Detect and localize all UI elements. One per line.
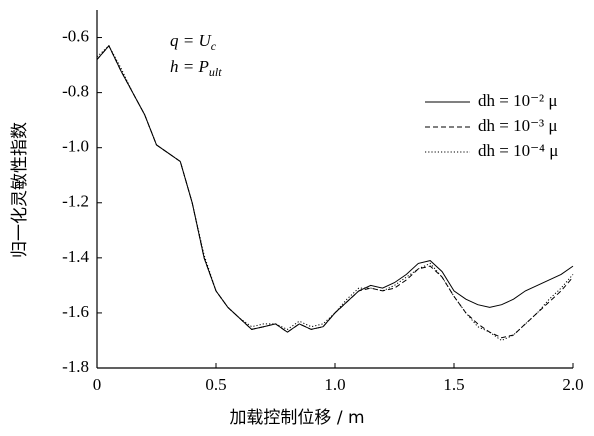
annotation-subscript: ult — [209, 65, 222, 79]
line-series — [96, 44, 574, 339]
legend-label: dh = 10⁻⁴ μ — [478, 141, 558, 160]
x-tick-label: 0.5 — [205, 375, 226, 394]
y-tick-label: -1.0 — [62, 137, 89, 156]
y-tick-label: -0.6 — [62, 26, 89, 45]
y-tick-label: -1.4 — [62, 247, 89, 266]
y-tick-label: -1.8 — [62, 357, 89, 376]
annotation-text: q = U — [170, 31, 212, 50]
y-tick-label: -0.8 — [62, 82, 89, 101]
annotation-subscript: c — [211, 39, 217, 53]
y-tick-label: -1.6 — [62, 302, 89, 321]
x-tick-label: 2.0 — [562, 375, 583, 394]
x-tick-label: 1.5 — [443, 375, 464, 394]
legend-label: dh = 10⁻³ μ — [478, 116, 558, 135]
y-axis-label: 归一化灵敏性指数 — [10, 122, 30, 258]
y-tick-label: -1.2 — [62, 192, 89, 211]
annotation: q = Uc — [170, 31, 217, 53]
line-series — [96, 44, 574, 342]
legend-label: dh = 10⁻² μ — [478, 91, 558, 110]
annotation: h = Pult — [170, 57, 222, 79]
x-tick-label: 0 — [93, 375, 102, 394]
line-series — [96, 44, 574, 333]
x-tick-label: 1.0 — [324, 375, 345, 394]
x-axis-label: 加载控制位移 / m — [229, 408, 364, 428]
annotation-text: h = P — [170, 57, 209, 76]
